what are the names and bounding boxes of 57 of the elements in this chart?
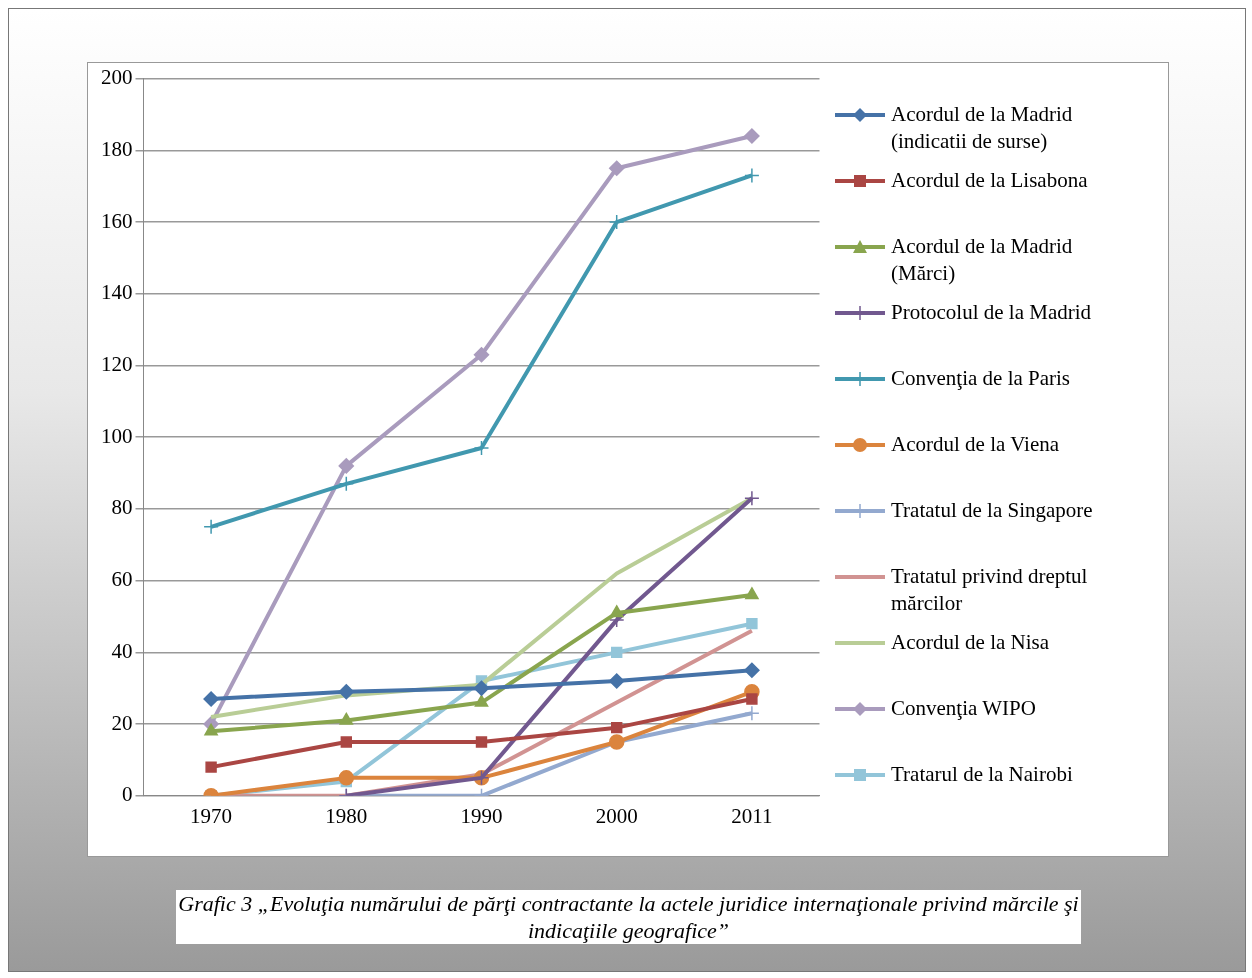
point [203, 519, 219, 535]
point [611, 721, 623, 734]
point [339, 712, 354, 725]
point [205, 761, 217, 773]
point [338, 476, 355, 492]
legend-label: Acordul de la Lisabona [891, 167, 1088, 194]
point [608, 673, 625, 689]
x-tick-label: 1980 [325, 803, 368, 828]
y-tick-label: 80 [111, 495, 133, 520]
point [608, 160, 625, 176]
legend-label: Acordul de la Nisa [891, 629, 1050, 656]
point [203, 691, 219, 707]
x-tick-label: 1970 [190, 803, 233, 828]
point [474, 694, 489, 707]
point [744, 662, 760, 679]
point [611, 646, 623, 659]
text: Grafic 3 „Evoluţia numărului de părţi contractante la actele juridice internaţionale privind mărcile şi indicaţiile geografice” [176, 890, 1081, 944]
y-tick-label: 160 [101, 208, 133, 233]
point [744, 490, 760, 506]
point [745, 587, 759, 600]
point [473, 440, 490, 456]
point [746, 693, 758, 705]
y-tick-label: 100 [101, 423, 133, 448]
y-tick-label: 60 [111, 567, 133, 592]
legend-label: Convenţia WIPO [891, 695, 1036, 722]
legend-label: Protocolul de la Madrid [891, 299, 1092, 326]
point [744, 167, 760, 184]
legend-label: Acordul de la Madrid (indicatii de surse) [891, 101, 1074, 155]
y-tick-label: 0 [122, 782, 133, 807]
point [204, 723, 218, 736]
point [609, 605, 624, 618]
point [746, 617, 758, 630]
point [475, 736, 488, 748]
point [338, 684, 355, 700]
y-tick-label: 140 [101, 280, 133, 305]
point [744, 705, 760, 722]
point [340, 736, 352, 748]
legend-label: Acordul de la Viena [891, 431, 1060, 458]
point [473, 680, 490, 696]
point [338, 770, 355, 786]
point [744, 128, 760, 144]
y-tick-label: 180 [101, 136, 133, 161]
x-tick-label: 1990 [460, 803, 503, 828]
point [338, 458, 355, 474]
legend-label: Acordul de la Madrid (Mărci) [891, 233, 1074, 287]
x-tick-label: 2011 [731, 803, 773, 828]
y-tick-label: 20 [111, 710, 133, 735]
point [608, 214, 625, 230]
legend-label: Tratatul privind dreptul mărcilor [891, 563, 1089, 617]
x-tick-label: 2000 [595, 803, 638, 828]
y-tick-label: 120 [101, 352, 133, 376]
legend-label: Convenţia de la Paris [891, 365, 1071, 392]
y-tick-label: 40 [111, 638, 133, 663]
point [473, 346, 490, 363]
y-tick-label: 200 [101, 65, 133, 90]
legend-label: Tratarul de la Nairobi [891, 761, 1073, 788]
legend-label: Tratatul de la Singapore [891, 497, 1093, 524]
